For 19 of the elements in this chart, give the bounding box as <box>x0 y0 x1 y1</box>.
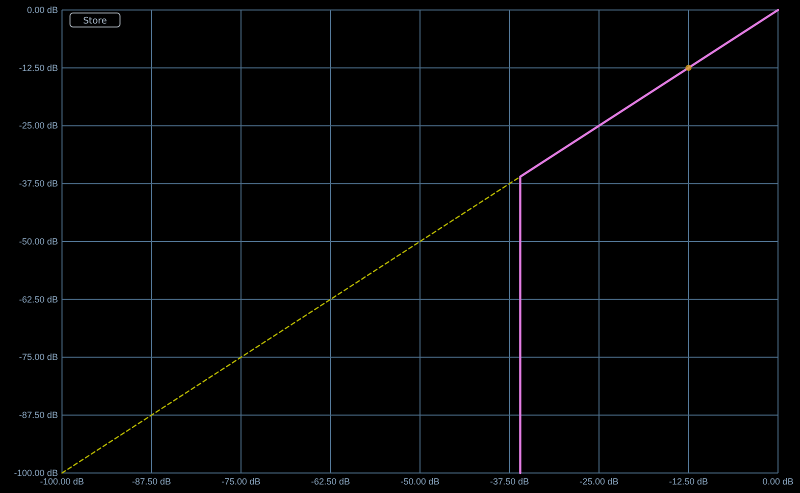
x-tick-label: -37.50 dB <box>490 476 530 486</box>
x-tick-label: -75.00 dB <box>221 476 261 486</box>
y-tick-label: -12.50 dB <box>18 62 58 73</box>
y-tick-label: 0.00 dB <box>26 4 58 15</box>
y-tick-label: -100.00 dB <box>14 468 58 478</box>
x-tick-label: -87.50 dB <box>132 476 172 486</box>
annotation: Store <box>83 16 108 26</box>
y-tick-label: -75.00 dB <box>18 352 58 362</box>
x-tick-label: -62.50 dB <box>310 476 350 486</box>
x-tick-label: 0.00 dB <box>762 476 794 486</box>
x-tick-label: -12.50 dB <box>668 476 708 486</box>
x-tick-label: -100.00 dB <box>40 476 84 486</box>
y-tick-label: -25.00 dB <box>18 120 58 131</box>
x-tick-label: -25.00 dB <box>579 476 619 486</box>
y-tick-label: -50.00 dB <box>18 236 58 246</box>
y-tick-label: -87.50 dB <box>18 410 58 420</box>
y-tick-label: -62.50 dB <box>18 294 58 304</box>
x-tick-label: -50.00 dB <box>400 476 440 486</box>
y-tick-label: -37.50 dB <box>18 178 58 189</box>
